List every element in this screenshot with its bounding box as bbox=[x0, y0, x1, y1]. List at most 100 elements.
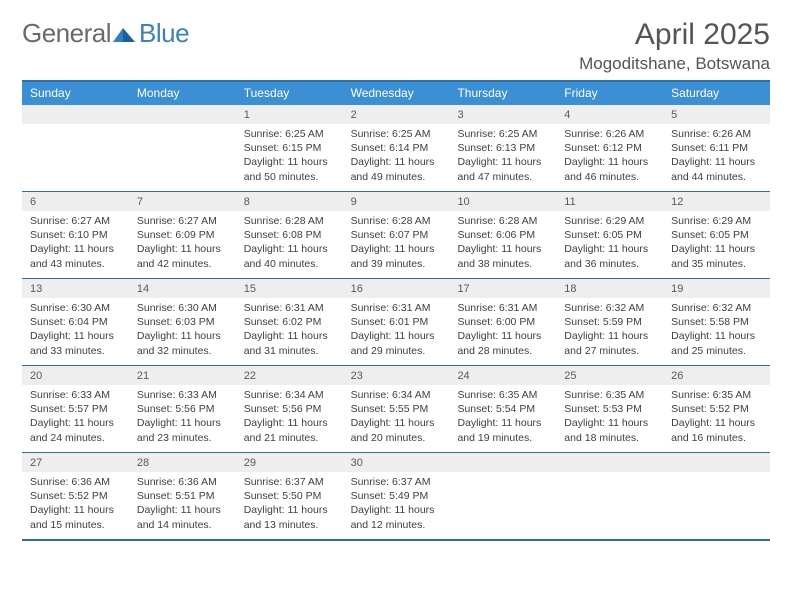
calendar-day: 15Sunrise: 6:31 AMSunset: 6:02 PMDayligh… bbox=[236, 279, 343, 365]
day-details: Sunrise: 6:34 AMSunset: 5:56 PMDaylight:… bbox=[236, 385, 343, 450]
calendar-day: 13Sunrise: 6:30 AMSunset: 6:04 PMDayligh… bbox=[22, 279, 129, 365]
day-details: Sunrise: 6:36 AMSunset: 5:52 PMDaylight:… bbox=[22, 472, 129, 537]
day-details bbox=[22, 124, 129, 132]
page-title: April 2025 bbox=[579, 18, 770, 52]
sunset-text: Sunset: 5:55 PM bbox=[351, 402, 444, 416]
calendar-day: 25Sunrise: 6:35 AMSunset: 5:53 PMDayligh… bbox=[556, 366, 663, 452]
sunset-text: Sunset: 6:13 PM bbox=[457, 141, 550, 155]
sunrise-text: Sunrise: 6:30 AM bbox=[137, 301, 230, 315]
day-number: 20 bbox=[22, 366, 129, 385]
day-details: Sunrise: 6:35 AMSunset: 5:53 PMDaylight:… bbox=[556, 385, 663, 450]
calendar-page: General Blue April 2025 Mogoditshane, Bo… bbox=[0, 0, 792, 541]
daylight-text: Daylight: 11 hours and 42 minutes. bbox=[137, 242, 230, 270]
sunrise-text: Sunrise: 6:35 AM bbox=[457, 388, 550, 402]
calendar-day bbox=[22, 105, 129, 191]
calendar-day: 17Sunrise: 6:31 AMSunset: 6:00 PMDayligh… bbox=[449, 279, 556, 365]
daylight-text: Daylight: 11 hours and 27 minutes. bbox=[564, 329, 657, 357]
sunrise-text: Sunrise: 6:36 AM bbox=[30, 475, 123, 489]
sunrise-text: Sunrise: 6:28 AM bbox=[244, 214, 337, 228]
day-details: Sunrise: 6:33 AMSunset: 5:56 PMDaylight:… bbox=[129, 385, 236, 450]
calendar-day bbox=[556, 453, 663, 539]
daylight-text: Daylight: 11 hours and 20 minutes. bbox=[351, 416, 444, 444]
daylight-text: Daylight: 11 hours and 13 minutes. bbox=[244, 503, 337, 531]
day-number bbox=[663, 453, 770, 472]
daylight-text: Daylight: 11 hours and 21 minutes. bbox=[244, 416, 337, 444]
calendar-week: 20Sunrise: 6:33 AMSunset: 5:57 PMDayligh… bbox=[22, 365, 770, 452]
day-number: 9 bbox=[343, 192, 450, 211]
calendar-day: 24Sunrise: 6:35 AMSunset: 5:54 PMDayligh… bbox=[449, 366, 556, 452]
calendar-day: 20Sunrise: 6:33 AMSunset: 5:57 PMDayligh… bbox=[22, 366, 129, 452]
sunrise-text: Sunrise: 6:31 AM bbox=[244, 301, 337, 315]
calendar-day: 26Sunrise: 6:35 AMSunset: 5:52 PMDayligh… bbox=[663, 366, 770, 452]
sunrise-text: Sunrise: 6:29 AM bbox=[671, 214, 764, 228]
day-number: 15 bbox=[236, 279, 343, 298]
day-number: 19 bbox=[663, 279, 770, 298]
sunset-text: Sunset: 5:52 PM bbox=[30, 489, 123, 503]
sunset-text: Sunset: 6:05 PM bbox=[564, 228, 657, 242]
day-number bbox=[22, 105, 129, 124]
daylight-text: Daylight: 11 hours and 32 minutes. bbox=[137, 329, 230, 357]
daylight-text: Daylight: 11 hours and 25 minutes. bbox=[671, 329, 764, 357]
calendar-week: 27Sunrise: 6:36 AMSunset: 5:52 PMDayligh… bbox=[22, 452, 770, 539]
sunset-text: Sunset: 6:07 PM bbox=[351, 228, 444, 242]
calendar-day bbox=[663, 453, 770, 539]
day-number: 7 bbox=[129, 192, 236, 211]
daylight-text: Daylight: 11 hours and 29 minutes. bbox=[351, 329, 444, 357]
day-details: Sunrise: 6:36 AMSunset: 5:51 PMDaylight:… bbox=[129, 472, 236, 537]
daylight-text: Daylight: 11 hours and 28 minutes. bbox=[457, 329, 550, 357]
sunset-text: Sunset: 6:14 PM bbox=[351, 141, 444, 155]
day-number: 27 bbox=[22, 453, 129, 472]
day-details bbox=[129, 124, 236, 132]
sunset-text: Sunset: 6:05 PM bbox=[671, 228, 764, 242]
day-number: 2 bbox=[343, 105, 450, 124]
sunset-text: Sunset: 6:01 PM bbox=[351, 315, 444, 329]
day-number bbox=[129, 105, 236, 124]
calendar-day: 11Sunrise: 6:29 AMSunset: 6:05 PMDayligh… bbox=[556, 192, 663, 278]
dow-thursday: Thursday bbox=[449, 82, 556, 105]
day-number: 22 bbox=[236, 366, 343, 385]
sunrise-text: Sunrise: 6:29 AM bbox=[564, 214, 657, 228]
sunset-text: Sunset: 6:06 PM bbox=[457, 228, 550, 242]
sunset-text: Sunset: 5:50 PM bbox=[244, 489, 337, 503]
daylight-text: Daylight: 11 hours and 35 minutes. bbox=[671, 242, 764, 270]
calendar-day: 12Sunrise: 6:29 AMSunset: 6:05 PMDayligh… bbox=[663, 192, 770, 278]
day-details: Sunrise: 6:32 AMSunset: 5:58 PMDaylight:… bbox=[663, 298, 770, 363]
calendar-day: 19Sunrise: 6:32 AMSunset: 5:58 PMDayligh… bbox=[663, 279, 770, 365]
daylight-text: Daylight: 11 hours and 49 minutes. bbox=[351, 155, 444, 183]
sunrise-text: Sunrise: 6:25 AM bbox=[457, 127, 550, 141]
calendar-day: 23Sunrise: 6:34 AMSunset: 5:55 PMDayligh… bbox=[343, 366, 450, 452]
calendar-day: 10Sunrise: 6:28 AMSunset: 6:06 PMDayligh… bbox=[449, 192, 556, 278]
day-of-week-header: Sunday Monday Tuesday Wednesday Thursday… bbox=[22, 82, 770, 105]
calendar-day: 9Sunrise: 6:28 AMSunset: 6:07 PMDaylight… bbox=[343, 192, 450, 278]
sunset-text: Sunset: 5:52 PM bbox=[671, 402, 764, 416]
calendar-day bbox=[449, 453, 556, 539]
day-number: 6 bbox=[22, 192, 129, 211]
calendar-day: 28Sunrise: 6:36 AMSunset: 5:51 PMDayligh… bbox=[129, 453, 236, 539]
daylight-text: Daylight: 11 hours and 36 minutes. bbox=[564, 242, 657, 270]
day-details: Sunrise: 6:28 AMSunset: 6:08 PMDaylight:… bbox=[236, 211, 343, 276]
sunset-text: Sunset: 6:00 PM bbox=[457, 315, 550, 329]
day-details: Sunrise: 6:31 AMSunset: 6:00 PMDaylight:… bbox=[449, 298, 556, 363]
day-details: Sunrise: 6:25 AMSunset: 6:13 PMDaylight:… bbox=[449, 124, 556, 189]
calendar-week: 13Sunrise: 6:30 AMSunset: 6:04 PMDayligh… bbox=[22, 278, 770, 365]
sunset-text: Sunset: 6:02 PM bbox=[244, 315, 337, 329]
sunset-text: Sunset: 6:03 PM bbox=[137, 315, 230, 329]
sunset-text: Sunset: 5:56 PM bbox=[137, 402, 230, 416]
day-number bbox=[449, 453, 556, 472]
day-number: 25 bbox=[556, 366, 663, 385]
sunset-text: Sunset: 6:15 PM bbox=[244, 141, 337, 155]
sunset-text: Sunset: 5:59 PM bbox=[564, 315, 657, 329]
day-details: Sunrise: 6:28 AMSunset: 6:06 PMDaylight:… bbox=[449, 211, 556, 276]
day-number: 24 bbox=[449, 366, 556, 385]
calendar-day: 7Sunrise: 6:27 AMSunset: 6:09 PMDaylight… bbox=[129, 192, 236, 278]
sunset-text: Sunset: 6:09 PM bbox=[137, 228, 230, 242]
day-details: Sunrise: 6:34 AMSunset: 5:55 PMDaylight:… bbox=[343, 385, 450, 450]
day-number: 14 bbox=[129, 279, 236, 298]
sunset-text: Sunset: 6:12 PM bbox=[564, 141, 657, 155]
daylight-text: Daylight: 11 hours and 50 minutes. bbox=[244, 155, 337, 183]
sunrise-text: Sunrise: 6:30 AM bbox=[30, 301, 123, 315]
calendar-day: 21Sunrise: 6:33 AMSunset: 5:56 PMDayligh… bbox=[129, 366, 236, 452]
day-details: Sunrise: 6:31 AMSunset: 6:02 PMDaylight:… bbox=[236, 298, 343, 363]
day-number: 13 bbox=[22, 279, 129, 298]
dow-monday: Monday bbox=[129, 82, 236, 105]
